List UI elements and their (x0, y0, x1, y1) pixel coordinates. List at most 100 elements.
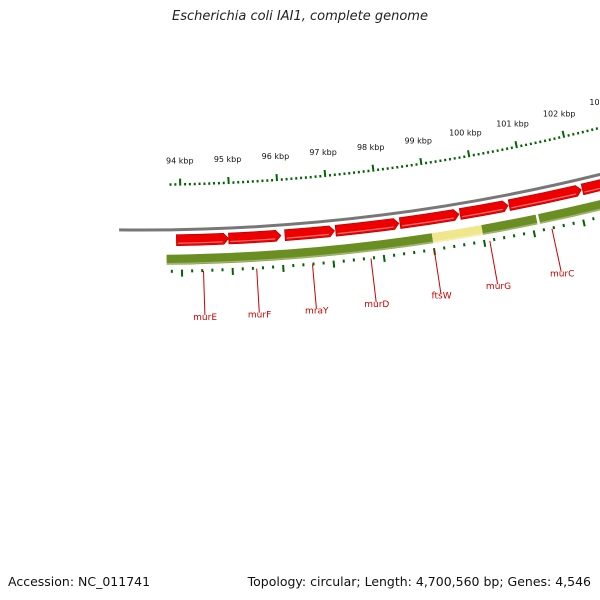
gene-ring (175, 179, 600, 247)
feature-segment (431, 225, 484, 244)
kbp-label: 97 kbp (309, 148, 337, 157)
kbp-minor-tick (576, 131, 580, 135)
kbp-minor-tick (534, 141, 537, 145)
kbp-tick-ring: 94 kbp 95 kbp 96 kbp 97 kbp 98 kbp 99 kbp 100 … (166, 98, 600, 186)
kbp-label: 96 kbp (262, 152, 290, 161)
outer-minor-tick (552, 225, 556, 230)
kbp-minor-tick (572, 132, 575, 136)
outer-minor-tick (512, 234, 516, 238)
gene-leader-line (551, 228, 562, 272)
outer-tick-ring (170, 217, 595, 277)
outer-minor-tick (542, 228, 546, 232)
gene-arrow-ddlB (580, 179, 600, 196)
outer-major-tick (483, 239, 487, 247)
gene-arrow-shine (584, 187, 600, 193)
feature-segment-edge (432, 233, 484, 243)
gene-arrow-mraY (284, 225, 336, 242)
gene-arrow-murD (334, 218, 400, 237)
gene-arrow-shine (401, 217, 454, 227)
kbp-minor-tick (524, 143, 528, 147)
outer-major-tick (332, 260, 336, 268)
gene-leader-line (370, 258, 377, 303)
outer-minor-tick (592, 217, 595, 221)
gene-label-mraY: mraY (305, 306, 329, 316)
gene-label-ftsW: ftsW (432, 292, 452, 302)
outer-minor-tick (522, 232, 526, 236)
outer-minor-tick (572, 221, 575, 225)
kbp-label: 98 kbp (357, 143, 385, 152)
gene-arrow-murC (507, 185, 582, 211)
outer-minor-tick (473, 241, 476, 245)
kbp-minor-tick (590, 128, 594, 132)
kbp-minor-tick (548, 138, 551, 142)
gene-label-murC: murC (550, 270, 574, 280)
gene-arrow-shine (177, 241, 223, 244)
feature-segment-edge (166, 241, 434, 265)
kbp-minor-tick (543, 139, 547, 143)
gene-leader-line (312, 264, 317, 309)
gene-leader-line (433, 249, 442, 294)
gene-leader-line (489, 240, 499, 285)
feature-segment-edge (482, 222, 538, 235)
outer-minor-tick (453, 244, 456, 249)
kbp-label: 100 kbp (449, 129, 482, 138)
outer-minor-tick (443, 246, 446, 250)
kbp-minor-tick (520, 144, 523, 148)
map-title: Escherichia coli IAI1, complete genome (172, 9, 428, 24)
gene-arrow-murE (175, 232, 230, 247)
gene-leader-line (256, 268, 260, 313)
feature-segment (538, 200, 600, 224)
feature-segment-edge (539, 208, 600, 224)
outer-major-tick (532, 230, 537, 238)
gene-arrow-murG (458, 200, 509, 220)
gene-arrow-shine (511, 193, 577, 209)
gene-arrow-ftsW (398, 209, 460, 229)
kbp-minor-tick (595, 127, 599, 131)
kbp-major-tick (514, 141, 518, 149)
outer-minor-tick (463, 243, 466, 247)
gene-label-murG: murG (486, 282, 511, 292)
kbp-minor-tick (567, 133, 570, 137)
genome-stats-text: Topology: circular; Length: 4,700,560 bp… (247, 574, 591, 589)
feature-ring (166, 200, 600, 265)
gene-arrow-shine (286, 233, 329, 239)
kbp-label: 101 kbp (496, 120, 529, 129)
kbp-minor-tick (553, 137, 556, 141)
kbp-minor-tick (491, 150, 495, 153)
gene-arrow-shine (230, 238, 276, 243)
gene-leader-line (203, 270, 206, 316)
gene-label-murF: murF (248, 311, 271, 321)
backbone-ring (119, 172, 600, 232)
gene-label-murD: murD (364, 300, 389, 310)
outer-major-tick (582, 219, 586, 227)
outer-minor-tick (502, 236, 506, 240)
kbp-minor-tick (539, 140, 542, 144)
kbp-major-tick (275, 174, 278, 182)
kbp-minor-tick (496, 149, 499, 153)
gene-arrow-murF (228, 229, 282, 245)
kbp-minor-tick (586, 129, 589, 133)
feature-segment (166, 233, 434, 265)
outer-major-tick (382, 254, 386, 263)
gene-label-leaders: murE murF mraY murD ftsW murG murC (193, 228, 574, 323)
accession-text: Accession: NC_011741 (8, 574, 151, 589)
kbp-label: 95 kbp (214, 155, 242, 164)
outer-major-tick (282, 264, 285, 272)
gene-arrow-shine (337, 226, 394, 235)
kbp-label: 94 kbp (166, 157, 194, 166)
kbp-major-tick (467, 150, 471, 158)
kbp-minor-tick (505, 147, 509, 151)
kbp-minor-tick (557, 136, 561, 140)
kbp-minor-tick (529, 142, 533, 146)
kbp-minor-tick (581, 130, 585, 134)
kbp-minor-tick (501, 148, 504, 152)
kbp-major-tick (561, 130, 566, 138)
kbp-label: 103 kbp (589, 98, 600, 107)
outer-minor-tick (562, 223, 565, 228)
gene-label-murE: murE (193, 313, 217, 323)
kbp-major-tick (371, 164, 375, 172)
feature-segment (481, 214, 538, 235)
kbp-label: 102 kbp (543, 109, 576, 118)
gene-arrow-shine (462, 208, 504, 218)
